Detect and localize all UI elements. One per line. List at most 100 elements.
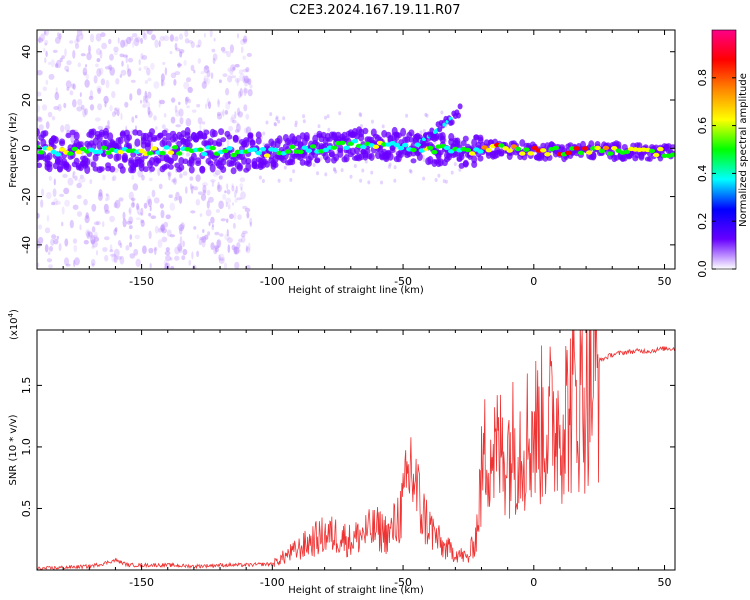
ridge-core [146, 151, 154, 156]
speckle-dot [214, 169, 221, 176]
speckle-dot [37, 69, 43, 76]
speckle-dot [408, 168, 412, 173]
speckle-dot [119, 53, 125, 58]
speckle-dot [129, 93, 133, 101]
ridge-blob [161, 129, 168, 137]
speckle-dot [135, 258, 141, 267]
speckle-dot [105, 79, 110, 89]
ridge-blob [103, 139, 109, 147]
speckle-dot [48, 246, 54, 252]
ridge-blob [84, 165, 91, 174]
speckle-dot [91, 226, 96, 233]
ridge-blob [230, 167, 237, 175]
ridge-core [372, 144, 380, 149]
speckle-dot [160, 73, 165, 82]
ridge-blob [46, 152, 53, 161]
ridge-blob [324, 156, 331, 164]
speckle-dot [222, 109, 225, 117]
speckle-dot [58, 243, 62, 252]
speckle-dot [190, 41, 195, 49]
speckle-dot [182, 240, 185, 247]
speckle-dot [218, 258, 225, 264]
speckle-dot [169, 202, 176, 211]
speckle-dot [116, 256, 122, 260]
speckle-dot [294, 123, 298, 128]
colorbar-tick-label: 0.6 [696, 117, 709, 135]
speckle-dot [178, 101, 181, 105]
speckle-dot [144, 90, 148, 99]
speckle-dot [387, 164, 391, 169]
speckle-dot [215, 247, 219, 253]
speckle-dot [45, 79, 49, 86]
ridge-blob [362, 127, 369, 135]
ridge-blob [188, 165, 195, 174]
speckle-dot [147, 198, 152, 208]
speckle-dot [105, 197, 108, 202]
ridge-core [393, 142, 400, 148]
speckle-dot [65, 80, 72, 89]
speckle-dot [326, 114, 330, 119]
snr-y-multiplier-close: ) [9, 309, 20, 313]
ridge-blob [73, 131, 80, 141]
speckle-dot [61, 221, 64, 227]
ridge-core [477, 149, 484, 154]
speckle-dot [48, 251, 51, 256]
ridge-blob [90, 161, 97, 168]
speckle-dot [96, 48, 102, 56]
speckle-dot [123, 39, 129, 47]
branch-blob [437, 126, 443, 133]
speckle-dot [244, 207, 251, 213]
speckle-dot [153, 115, 157, 121]
spectrogram-panel: -150 -100 -50 0 50 -40 -20 0 20 40 Height of stra… [8, 29, 676, 296]
speckle-dot [199, 236, 204, 241]
speckle-dot [150, 62, 155, 70]
speckle-dot [205, 77, 211, 85]
speckle-dot [207, 231, 211, 236]
colorbar-tick-label: 0.4 [696, 165, 709, 183]
speckle-dot [66, 69, 69, 73]
speckle-dot [200, 193, 207, 201]
speckle-dot [111, 111, 116, 117]
speckle-dot [234, 63, 240, 68]
ridge-blob [42, 130, 49, 137]
speckle-dot [201, 121, 206, 125]
speckle-dot [198, 238, 203, 246]
speckle-dot [196, 104, 201, 108]
ridge-core [397, 145, 405, 151]
speckle-dot [141, 55, 148, 60]
ridge-core [431, 149, 438, 155]
ridge-blob [477, 155, 484, 162]
ridge-core [506, 148, 513, 153]
ridge-blob [289, 159, 296, 166]
speckle-dot [80, 104, 85, 110]
branch-blob [456, 112, 461, 119]
speckle-dot [235, 185, 238, 194]
speckle-dot [108, 38, 112, 45]
speckle-dot [192, 186, 199, 191]
speckle-dot [199, 122, 202, 131]
speckle-dot [238, 69, 243, 75]
speckle-dot [64, 65, 70, 72]
speckle-dot [114, 227, 118, 232]
speckle-dot [161, 227, 168, 234]
speckle-dot [158, 99, 161, 108]
speckle-dot [218, 200, 224, 210]
speckle-dot [249, 84, 253, 89]
speckle-dot [171, 96, 176, 104]
speckle-dot [437, 173, 441, 178]
speckle-dot [130, 79, 136, 83]
speckle-dot [370, 170, 374, 175]
speckle-dot [246, 52, 252, 57]
speckle-dot [292, 169, 296, 174]
speckle-dot [239, 177, 246, 183]
speckle-dot [206, 189, 211, 196]
speckle-dot [132, 33, 138, 38]
speckle-dot [225, 197, 232, 204]
ridge-blob [167, 164, 174, 170]
speckle-dot [192, 264, 197, 269]
speckle-dot [151, 189, 156, 198]
speckle-dot [64, 48, 67, 57]
speckle-dot [43, 47, 46, 53]
speckle-dot [197, 58, 201, 64]
speckle-dot [236, 33, 240, 39]
